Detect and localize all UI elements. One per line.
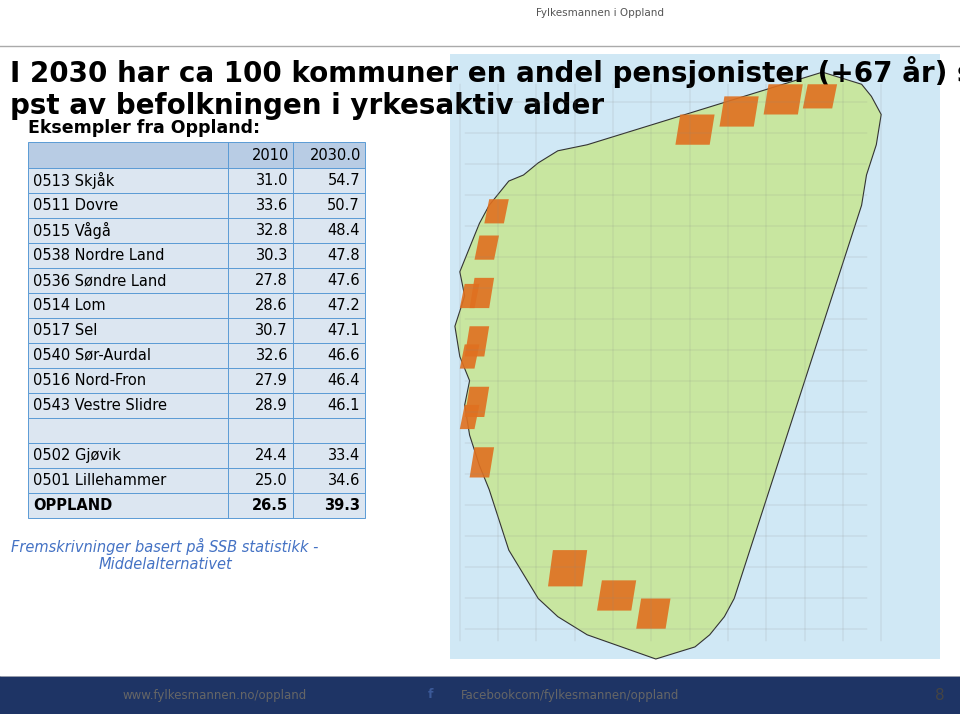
Text: 47.8: 47.8 [327,248,360,263]
Polygon shape [548,550,588,586]
Text: Facebookcom/fylkesmannen/oppland: Facebookcom/fylkesmannen/oppland [461,688,679,701]
Text: 0513 Skjåk: 0513 Skjåk [33,172,114,189]
Text: 33.4: 33.4 [327,448,360,463]
Text: www.fylkesmannen.no/oppland: www.fylkesmannen.no/oppland [123,688,307,701]
Polygon shape [465,326,490,356]
Bar [28,218,365,243]
Text: OPPLAND: OPPLAND [33,498,112,513]
Text: 54.7: 54.7 [327,173,360,188]
Bar [28,243,365,268]
Bar [450,54,940,659]
Text: 28.6: 28.6 [255,298,288,313]
Text: 31.0: 31.0 [255,173,288,188]
Text: 0502 Gjøvik: 0502 Gjøvik [33,448,121,463]
Polygon shape [460,344,479,368]
Text: 46.6: 46.6 [327,348,360,363]
Polygon shape [719,96,758,126]
Polygon shape [676,114,714,145]
Bar [28,368,365,393]
Polygon shape [474,236,499,260]
Text: 28.9: 28.9 [255,398,288,413]
Text: pst av befolkningen i yrkesaktiv alder: pst av befolkningen i yrkesaktiv alder [10,92,604,120]
Polygon shape [803,84,837,109]
Text: 26.5: 26.5 [252,498,288,513]
Text: 47.1: 47.1 [327,323,360,338]
Text: 0517 Sel: 0517 Sel [33,323,97,338]
Bar [28,493,365,518]
Text: 34.6: 34.6 [327,473,360,488]
Bar [28,418,365,443]
Text: 32.8: 32.8 [255,223,288,238]
Text: 46.1: 46.1 [327,398,360,413]
Text: 27.9: 27.9 [255,373,288,388]
Bar [28,443,365,468]
Polygon shape [469,278,494,308]
Text: 48.4: 48.4 [327,223,360,238]
Text: 0538 Nordre Land: 0538 Nordre Land [33,248,164,263]
Bar [28,168,365,193]
Bar [28,193,365,218]
Text: Fremskrivninger basert på SSB statistikk -
Middelalternativet: Fremskrivninger basert på SSB statistikk… [12,538,319,573]
Text: 32.6: 32.6 [255,348,288,363]
Text: 24.4: 24.4 [255,448,288,463]
Text: 0540 Sør-Aurdal: 0540 Sør-Aurdal [33,348,151,363]
Bar [28,468,365,493]
Text: 47.2: 47.2 [327,298,360,313]
Bar [28,343,365,368]
Polygon shape [460,405,479,429]
Polygon shape [484,199,509,223]
Text: 8: 8 [935,688,945,703]
Text: Eksempler fra Oppland:: Eksempler fra Oppland: [28,119,260,137]
Bar [28,393,365,418]
Text: 27.8: 27.8 [255,273,288,288]
Text: 50.7: 50.7 [327,198,360,213]
Polygon shape [636,598,670,629]
Polygon shape [455,72,881,659]
Polygon shape [460,284,479,308]
Text: f: f [427,688,433,701]
Polygon shape [450,54,940,659]
Text: 0515 Vågå: 0515 Vågå [33,222,110,239]
Text: 33.6: 33.6 [255,198,288,213]
Text: 0501 Lillehammer: 0501 Lillehammer [33,473,166,488]
Text: 0516 Nord-Fron: 0516 Nord-Fron [33,373,146,388]
Text: 2010: 2010 [252,148,289,163]
Text: 0511 Dovre: 0511 Dovre [33,198,118,213]
Text: I 2030 har ca 100 kommuner en andel pensjonister (+67 år) som er over 50: I 2030 har ca 100 kommuner en andel pens… [10,56,960,88]
Bar [28,293,365,318]
Text: 0543 Vestre Slidre: 0543 Vestre Slidre [33,398,167,413]
Bar [28,142,365,168]
Bar [0,676,960,714]
Text: 30.3: 30.3 [255,248,288,263]
Text: Fylkesmannen i Oppland: Fylkesmannen i Oppland [536,8,664,18]
Polygon shape [763,84,803,114]
Text: 0514 Lom: 0514 Lom [33,298,106,313]
Text: 47.6: 47.6 [327,273,360,288]
Polygon shape [465,387,490,417]
Bar [28,268,365,293]
Text: 30.7: 30.7 [255,323,288,338]
Text: 2030.0: 2030.0 [310,148,361,163]
Polygon shape [469,447,494,478]
Bar [28,318,365,343]
Polygon shape [597,580,636,610]
Text: 25.0: 25.0 [255,473,288,488]
Text: 0536 Søndre Land: 0536 Søndre Land [33,273,166,288]
Text: 46.4: 46.4 [327,373,360,388]
Text: 39.3: 39.3 [324,498,360,513]
